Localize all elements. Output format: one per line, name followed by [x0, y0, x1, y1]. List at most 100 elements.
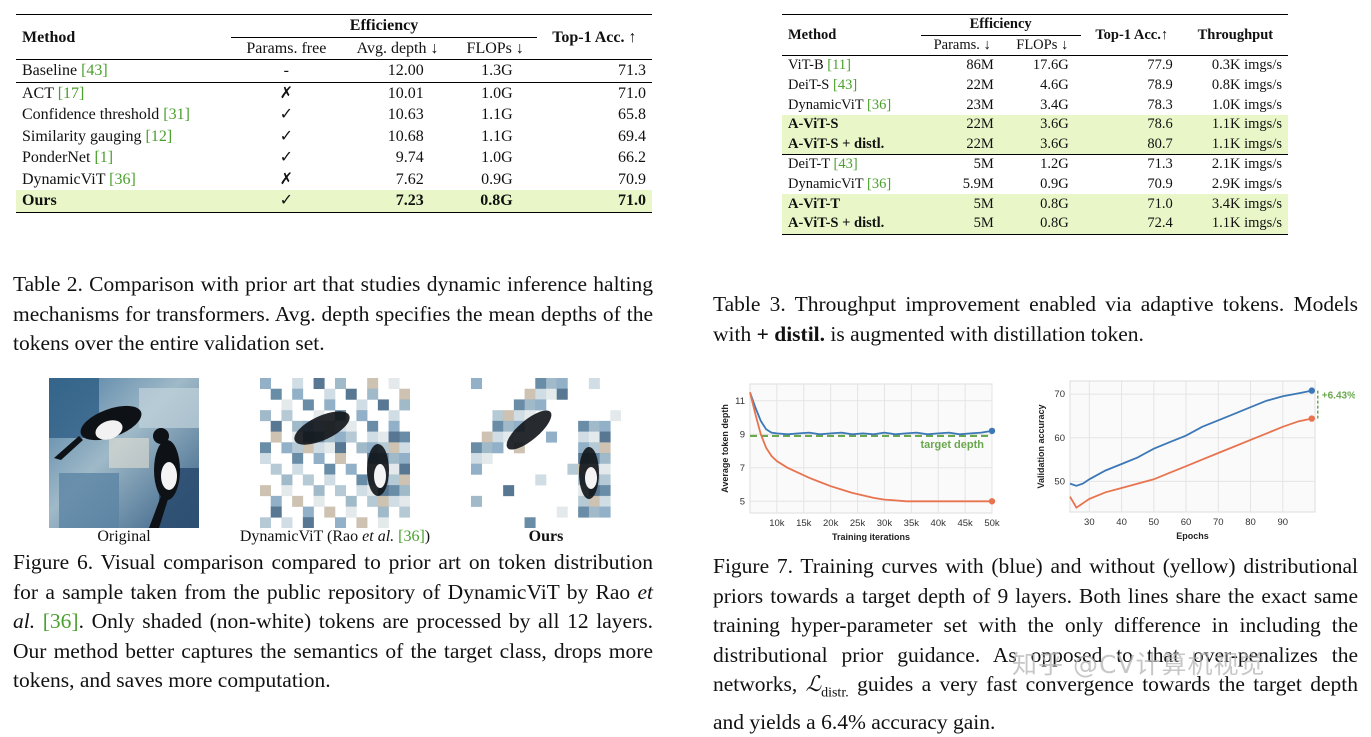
params-cell: 23M: [966, 96, 994, 113]
acc-cell: 69.4: [618, 127, 646, 145]
method-name: Ours: [16, 190, 232, 212]
dynamicvit-token-image: [260, 378, 410, 528]
t3-header-params: Params. ↓: [933, 36, 991, 53]
table-3: Method Efficiency Top-1 Acc.↑ Throughput…: [782, 14, 1288, 235]
flops-cell: 1.0G: [481, 149, 513, 167]
acc-cell: 71.0: [1080, 194, 1183, 214]
flops-cell: 0.9G: [1040, 176, 1069, 193]
table-row: DeiT-S [43] 22M 4.6G 78.9 0.8K imgs/s: [782, 76, 1288, 96]
flops-cell: 0.8G: [453, 190, 537, 212]
throughput-cell: 0.3K imgs/s: [1211, 57, 1282, 74]
x-tick-label: 30k: [877, 518, 893, 529]
depth-cell: 7.23: [341, 190, 454, 212]
params-free-cell: ✓: [279, 127, 294, 145]
token-depth-chart: 10k 15k 20k 25k 30k 35k 40k 45k 50k 5 7 9 11 Training…: [720, 383, 1000, 542]
table-row: PonderNet [1] ✓ 9.74 1.0G 66.2: [16, 147, 652, 169]
method-name: ViT-B [11]: [788, 57, 851, 74]
t2-header-efficiency: Efficiency: [231, 14, 537, 38]
y-tick-label: 5: [740, 496, 745, 507]
depth-cell: 7.62: [395, 170, 424, 188]
fig6-label-original: Original: [97, 528, 151, 545]
table-row: A-ViT-T 5M 0.8G 71.0 3.4K imgs/s: [782, 194, 1288, 214]
depth-cell: 12.00: [387, 62, 424, 80]
caption-text: Throughput improvement enabled via adapt…: [713, 292, 1358, 346]
fig6-label-ours: Ours: [528, 528, 564, 545]
gain-annotation: +6.43%: [1322, 390, 1355, 401]
caption-text: . Only shaded (non-white) tokens are pro…: [13, 609, 653, 692]
ours-token-image: [471, 378, 621, 528]
acc-cell: 78.6: [1080, 114, 1183, 135]
series-line-1: [1069, 417, 1312, 509]
x-tick-label: 80: [1245, 517, 1256, 528]
method-name: DynamicViT [36]: [788, 176, 892, 193]
acc-cell: 71.3: [618, 62, 646, 80]
target-depth-annotation: target depth: [920, 439, 984, 451]
table-row: DynamicViT [36] 23M 3.4G 78.3 1.0K imgs/s: [782, 95, 1288, 115]
caption-label: Table 2.: [13, 272, 83, 296]
original-image: [49, 378, 199, 528]
caption-label: Table 3.: [713, 292, 786, 316]
flops-cell: 1.0G: [481, 84, 513, 102]
table-row: A-ViT-S + distl. 5M 0.8G 72.4 1.1K imgs/s: [782, 213, 1288, 235]
series-end-point: [988, 498, 996, 505]
method-name: DynamicViT [36]: [788, 96, 892, 113]
flops-cell: 3.6G: [1003, 134, 1081, 155]
table-2: Method Efficiency Top-1 Acc. ↑ Params. f…: [16, 14, 652, 213]
flops-cell: 4.6G: [1040, 77, 1069, 94]
method-name: PonderNet [1]: [22, 149, 114, 167]
caption-text: Comparison with prior art that studies d…: [13, 272, 653, 355]
fig6-label-dynamicvit: DynamicViT (Rao et al. [36]): [239, 528, 431, 545]
flops-cell: 1.1G: [481, 106, 513, 124]
table-row: Confidence threshold [31] ✓ 10.63 1.1G 65.8: [16, 104, 652, 126]
flops-cell: 17.6G: [1032, 57, 1069, 74]
caption-etal: et al.: [13, 579, 654, 634]
x-tick-label: 50k: [984, 518, 1000, 529]
throughput-cell: 1.1K imgs/s: [1182, 114, 1288, 135]
caption-text: Visual comparison compared to prior art …: [13, 550, 653, 604]
table-3-caption: Table 3. Throughput improvement enabled …: [713, 290, 1358, 349]
x-tick-label: 60: [1181, 517, 1192, 528]
x-tick-label: 40k: [931, 518, 947, 529]
x-tick-label: 25k: [850, 518, 866, 529]
params-cell: 86M: [966, 57, 994, 74]
table-row: A-ViT-S + distl. 22M 3.6G 80.7 1.1K imgs/s: [782, 134, 1288, 155]
method-name: DeiT-S [43]: [788, 77, 858, 94]
acc-cell: 72.4: [1080, 213, 1183, 235]
depth-cell: 10.01: [387, 84, 424, 102]
caption-text: is augmented with distillation token.: [830, 321, 1144, 346]
table-row: ACT [17] ✗ 10.01 1.0G 71.0: [16, 82, 652, 104]
flops-cell: 0.8G: [1003, 213, 1081, 235]
throughput-cell: 2.9K imgs/s: [1211, 176, 1282, 193]
method-name: DynamicViT [36]: [22, 170, 136, 188]
t2-header-avg-depth: Avg. depth ↓: [356, 39, 439, 57]
acc-cell: 71.0: [618, 84, 646, 102]
x-tick-label: 90: [1277, 517, 1288, 528]
flops-cell: 0.8G: [1003, 194, 1081, 214]
throughput-cell: 2.1K imgs/s: [1211, 156, 1282, 173]
series-end-point: [988, 427, 996, 435]
caption-label: Figure 7.: [713, 554, 794, 578]
flops-cell: 1.1G: [481, 127, 513, 145]
t2-header-flops: FLOPs ↓: [466, 39, 524, 57]
method-name: A-ViT-S: [782, 114, 921, 135]
acc-cell: 77.9: [1147, 57, 1173, 74]
depth-cell: 10.68: [387, 127, 424, 145]
t2-header-top1: Top-1 Acc. ↑: [552, 28, 637, 46]
params-free-cell: ✓: [231, 190, 342, 212]
x-tick-label: 30: [1084, 517, 1095, 528]
flops-cell: 3.6G: [1003, 114, 1081, 135]
y-tick-label: 9: [740, 429, 745, 440]
x-tick-label: 10k: [769, 518, 785, 529]
x-tick-label: 70: [1213, 517, 1224, 528]
caption-text: Training curves with (blue) and without …: [713, 554, 1358, 667]
table-row-ours: Ours ✓ 7.23 0.8G 71.0: [16, 190, 652, 212]
table-row: DynamicViT [36] 5.9M 0.9G 70.9 2.9K imgs/s: [782, 175, 1288, 195]
t3-header-top1: Top-1 Acc.↑: [1095, 26, 1169, 43]
acc-cell: 78.9: [1147, 77, 1173, 94]
watermark: 知乎 @CV计算机视觉: [1012, 650, 1266, 679]
params-free-cell: ✓: [279, 149, 294, 167]
plot-area: [749, 383, 993, 514]
series-line-0: [749, 392, 993, 436]
flops-cell: 1.2G: [1040, 156, 1069, 173]
params-free-cell: ✗: [279, 170, 294, 188]
